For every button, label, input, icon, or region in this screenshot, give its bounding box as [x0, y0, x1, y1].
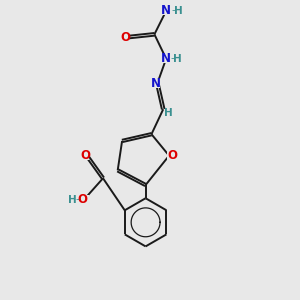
Text: N: N — [160, 52, 171, 65]
FancyBboxPatch shape — [120, 33, 129, 42]
Text: -: - — [171, 53, 175, 63]
Text: O: O — [80, 149, 90, 162]
FancyBboxPatch shape — [167, 151, 176, 160]
Text: H: H — [173, 54, 182, 64]
Text: N: N — [151, 77, 161, 90]
Text: O: O — [120, 31, 130, 44]
FancyBboxPatch shape — [68, 195, 89, 204]
FancyBboxPatch shape — [162, 54, 178, 63]
FancyBboxPatch shape — [152, 79, 160, 88]
Text: N: N — [161, 4, 171, 17]
Text: -: - — [76, 194, 80, 204]
Text: H: H — [174, 6, 183, 16]
FancyBboxPatch shape — [164, 109, 171, 117]
Text: O: O — [77, 193, 87, 206]
FancyBboxPatch shape — [80, 151, 89, 160]
FancyBboxPatch shape — [162, 6, 183, 15]
Text: -: - — [172, 5, 176, 15]
Text: O: O — [167, 149, 177, 162]
Text: H: H — [68, 195, 76, 205]
Text: H: H — [164, 108, 173, 118]
